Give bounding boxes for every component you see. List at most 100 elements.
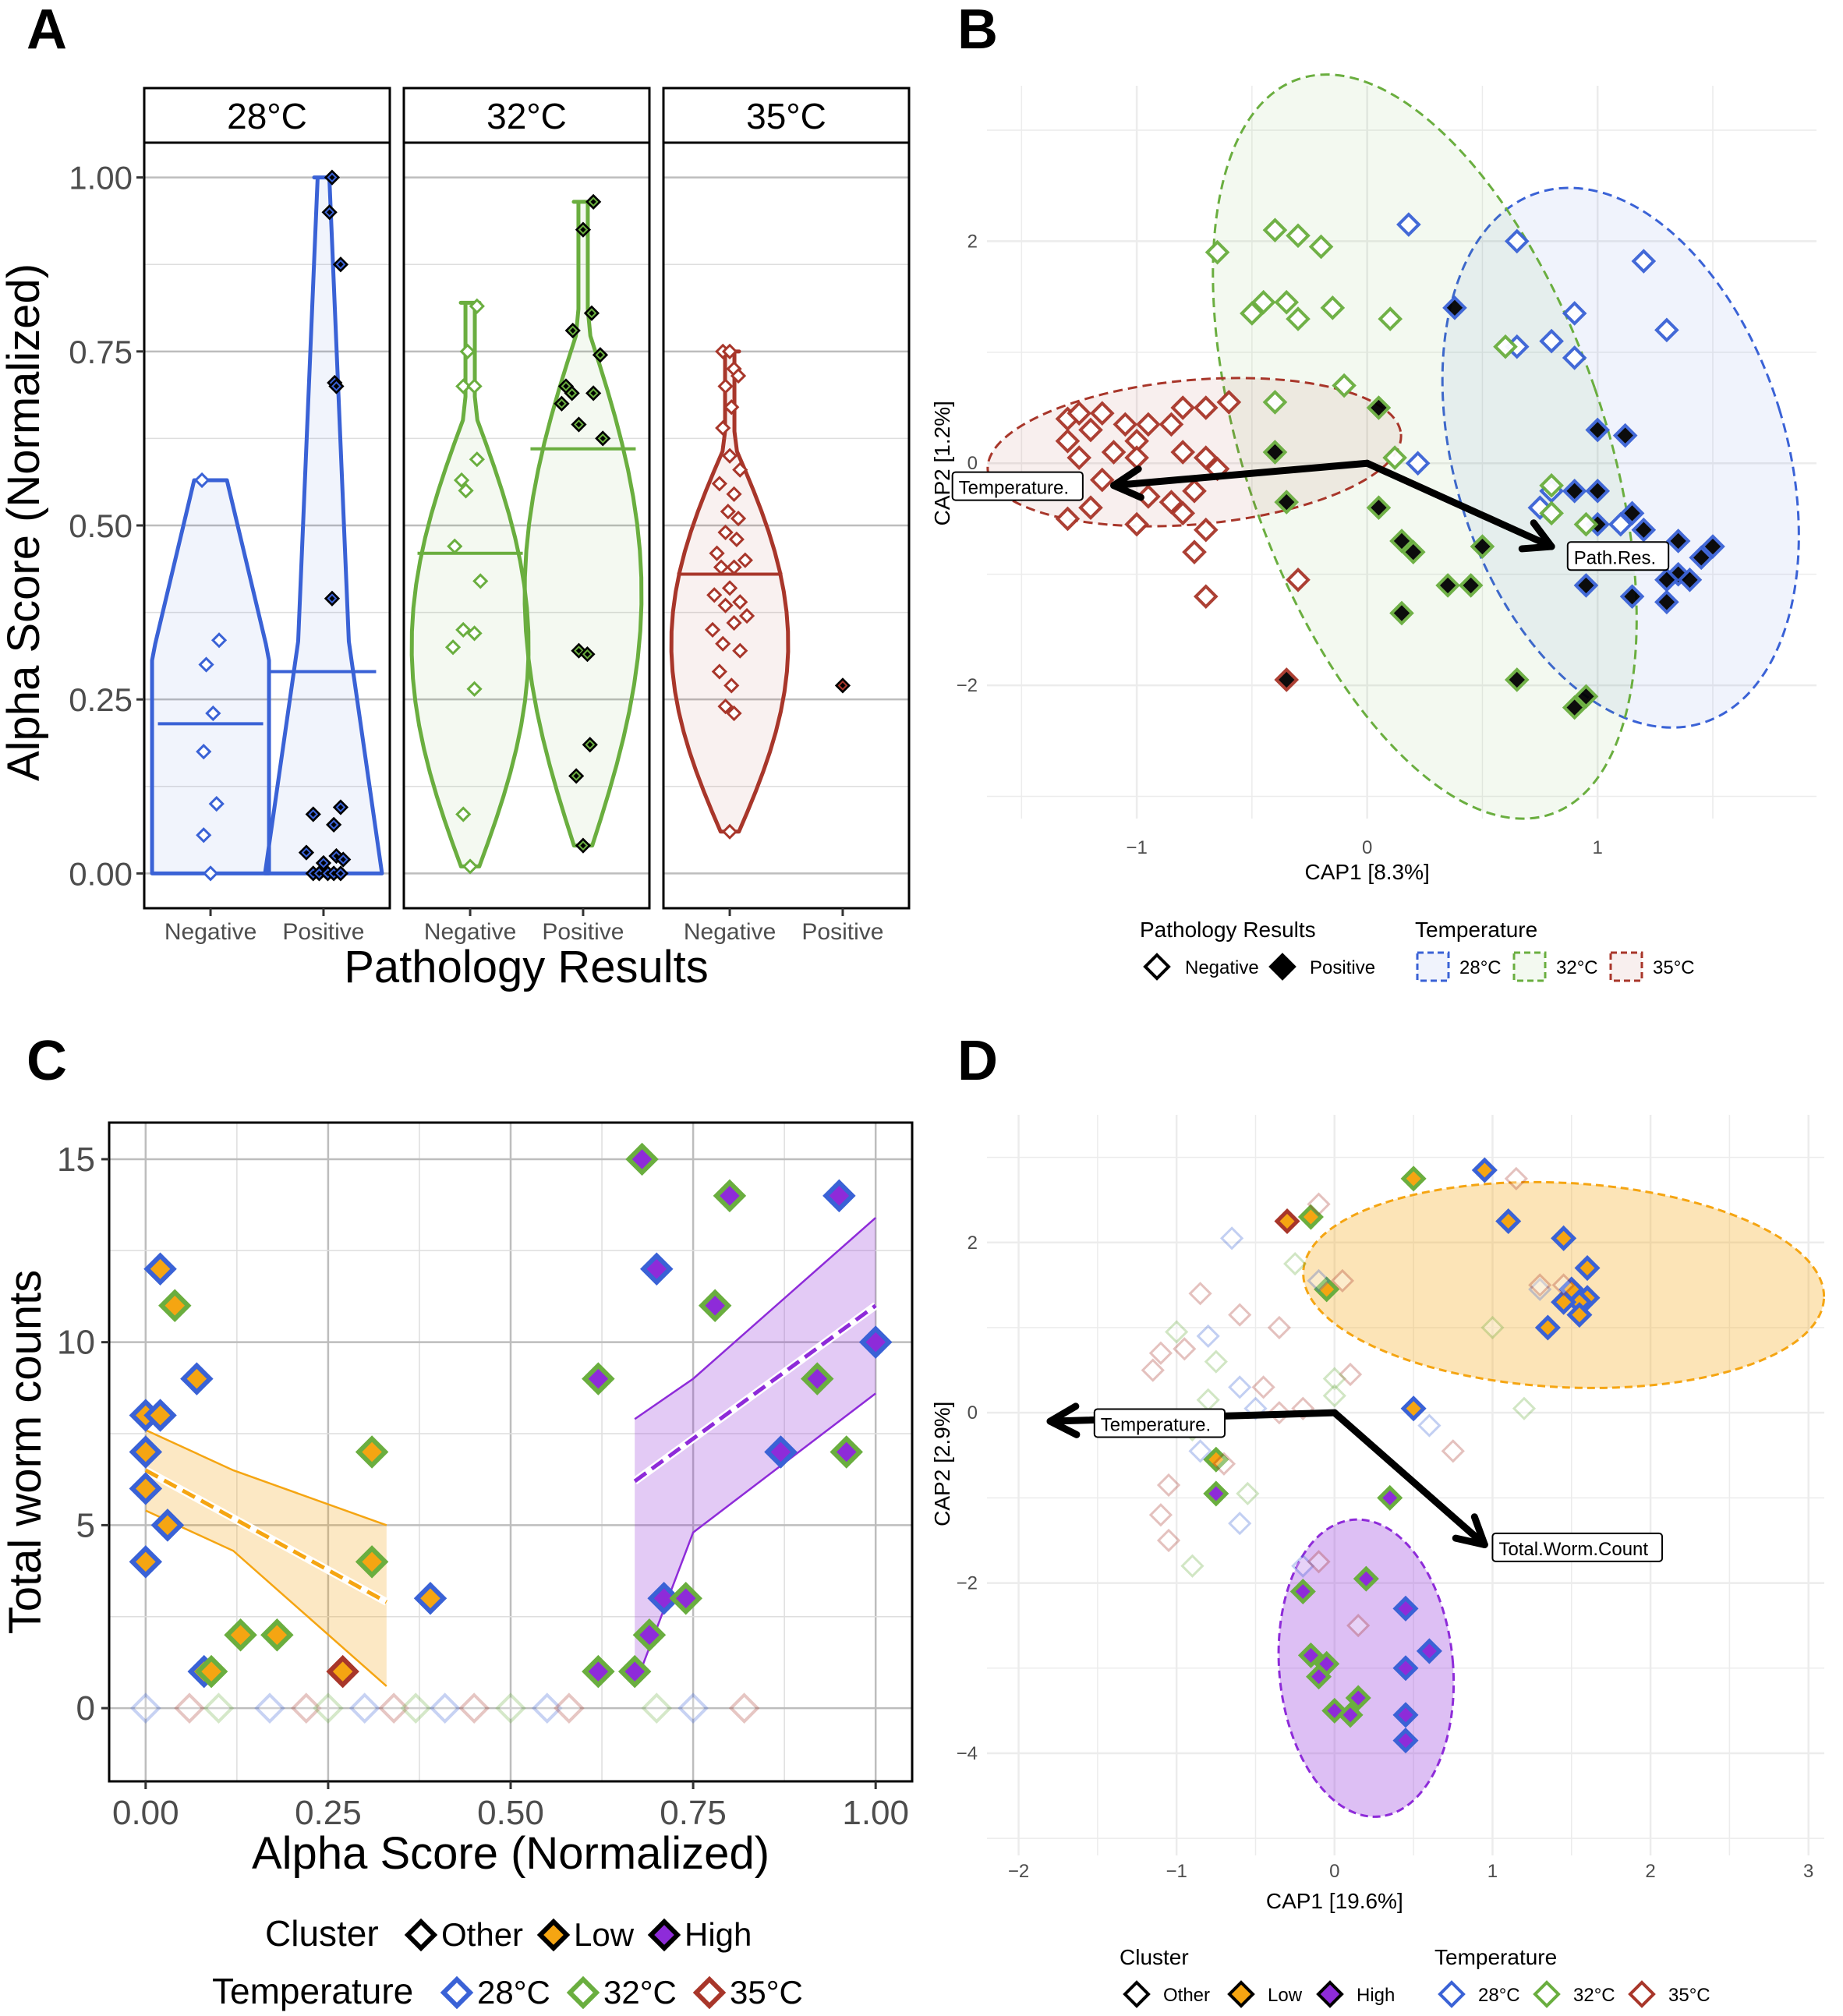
data-point [469, 298, 485, 314]
data-point [1470, 534, 1495, 559]
data-point [458, 483, 474, 499]
arrow-label-path-res-text: Path.Res. [1574, 547, 1656, 568]
data-point-other [1322, 1384, 1346, 1408]
data-point-inner [574, 419, 584, 430]
data-point [129, 1545, 163, 1579]
x-tick-label: −1 [1166, 1861, 1187, 1882]
legend-key-cluster [1316, 1980, 1344, 2008]
data-point [1297, 1642, 1324, 1668]
regression-line [633, 1303, 877, 1484]
data-point [1665, 529, 1691, 554]
data-point [732, 462, 748, 478]
data-point [1654, 317, 1679, 343]
data-point [1306, 1664, 1332, 1690]
data-point [582, 1654, 615, 1689]
data-point-other [1480, 1315, 1505, 1340]
data-point [1289, 1578, 1316, 1605]
data-point [721, 823, 738, 840]
data-point [1308, 234, 1334, 260]
x-axis-title: CAP1 [8.3%] [1305, 860, 1430, 884]
data-point [208, 795, 225, 812]
y-tick-label: 1.00 [69, 160, 133, 196]
legend-label-negative: Negative [1185, 957, 1259, 978]
data-point [158, 1289, 192, 1322]
data-point-inner [578, 225, 589, 235]
data-point [1689, 545, 1714, 571]
data-point-other [1346, 1614, 1371, 1638]
data-point-other [1196, 1324, 1220, 1349]
data-point-other [1307, 1192, 1331, 1216]
data-point [1353, 1565, 1379, 1592]
data-point [625, 1142, 659, 1176]
data-point [728, 531, 745, 547]
data-point [730, 367, 747, 384]
data-point [717, 524, 734, 541]
data-point-other [1196, 1388, 1220, 1412]
y-tick-label: 0.00 [69, 855, 133, 892]
x-axis-title: CAP1 [19.6%] [1266, 1889, 1403, 1913]
data-point [459, 343, 476, 359]
data-point-inner [568, 325, 578, 336]
data-point [737, 552, 753, 568]
data-point [1608, 511, 1633, 537]
data-point [326, 1654, 359, 1689]
legend-label-temperature: 28°C [1459, 957, 1502, 978]
data-point [1566, 1302, 1593, 1328]
data-point [1416, 1638, 1442, 1664]
data-point-inner [595, 349, 606, 360]
facet-frame [402, 141, 651, 910]
legend-key-cluster [404, 1918, 438, 1952]
data-point [717, 698, 734, 715]
panel-label-d: D [957, 1030, 998, 1092]
data-point [647, 1582, 681, 1615]
data-point [1562, 479, 1587, 504]
data-point [1345, 1685, 1371, 1711]
legend-key-temperature [566, 1975, 600, 2010]
data-point-other [1291, 1554, 1315, 1578]
data-point [1562, 301, 1587, 326]
data-point-other [1228, 1375, 1252, 1399]
legend-key-negative [1143, 953, 1171, 981]
data-point [466, 378, 483, 394]
data-point [713, 1179, 747, 1213]
data-point-other [1228, 1512, 1252, 1536]
data-point [738, 607, 755, 624]
arrow-label-temperature-text: Temperature. [959, 478, 1069, 499]
y-axis-title: CAP2 [1.2%] [930, 401, 954, 525]
data-point-other [641, 1692, 673, 1724]
data-point [1471, 1157, 1498, 1183]
data-point [723, 677, 740, 694]
legend-key-cluster [1227, 1980, 1255, 2008]
y-tick-label: 0 [967, 453, 978, 474]
data-point [1113, 412, 1138, 437]
y-axis-title: Total worm counts [0, 1270, 51, 1634]
data-point [730, 510, 747, 527]
data-point [453, 472, 470, 489]
data-point-inner [327, 172, 338, 183]
biplot-arrow-shaft [1110, 459, 1371, 490]
data-point-other [254, 1692, 285, 1724]
data-point [466, 681, 483, 697]
arrow-label-temperature-box [1093, 1408, 1226, 1438]
data-point-other [1322, 1367, 1346, 1391]
data-point-other [1307, 1550, 1331, 1574]
data-point [455, 806, 472, 822]
data-point [1055, 428, 1081, 454]
data-point-other [1528, 1277, 1552, 1301]
data-point [713, 559, 730, 575]
data-point-inner [324, 207, 335, 218]
legend-title-temperature: Temperature [212, 1971, 413, 2011]
data-point-other [348, 1692, 380, 1724]
data-point-other [1504, 1166, 1528, 1191]
legend-label-cluster: Other [441, 1916, 523, 1953]
data-point [1286, 306, 1311, 331]
data-point [1504, 228, 1530, 254]
data-point [1055, 506, 1081, 532]
arrow-label-temperature: Temperature. [1093, 1408, 1226, 1438]
legend-label-cluster: Low [574, 1916, 635, 1953]
x-tick-label: 0.75 [660, 1794, 727, 1832]
data-point [413, 1582, 447, 1615]
legend-label-temperature: 35°C [1653, 957, 1695, 978]
data-point [1193, 445, 1219, 470]
data-point [210, 632, 228, 649]
